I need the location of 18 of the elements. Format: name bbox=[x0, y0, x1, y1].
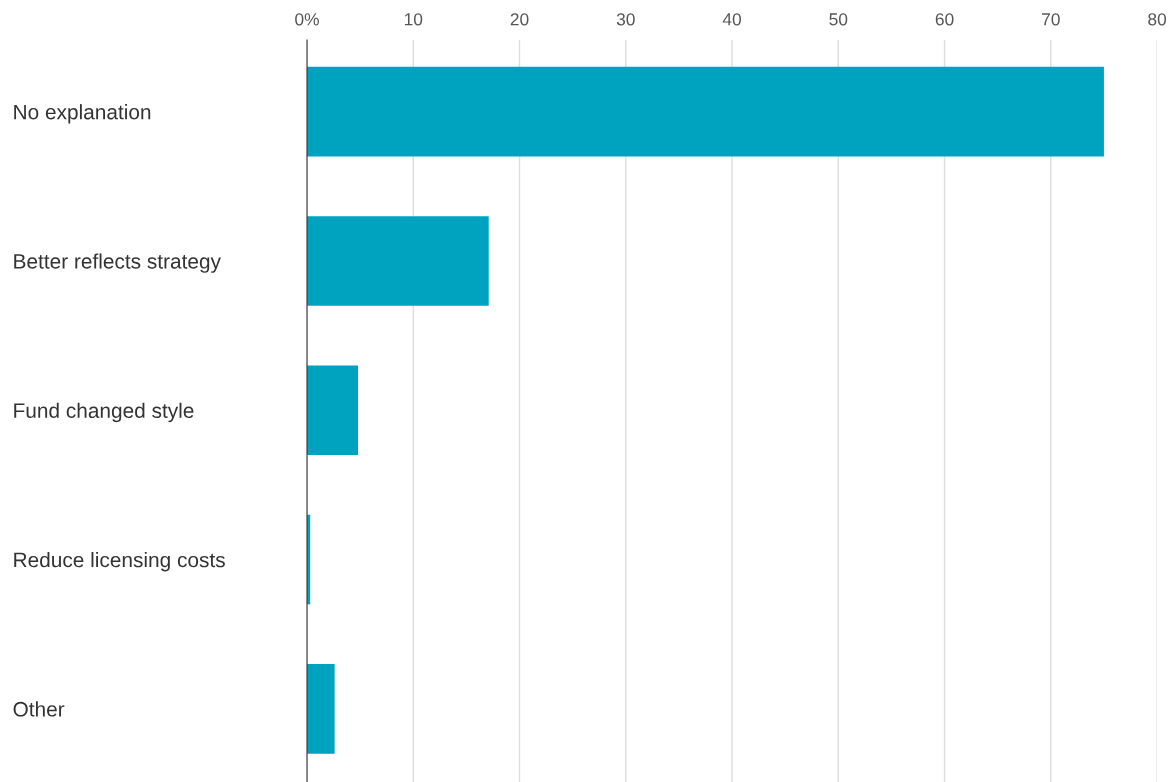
x-tick-label: 60 bbox=[935, 13, 954, 26]
x-tick-label: 80 bbox=[1148, 13, 1167, 26]
x-tick-label: 20 bbox=[510, 13, 529, 26]
bar bbox=[307, 216, 489, 306]
x-tick-label: 40 bbox=[722, 13, 742, 26]
x-tick-label: 50 bbox=[829, 13, 848, 26]
y-tick-label: Better reflects strategy bbox=[14, 253, 221, 273]
x-tick-label: 70 bbox=[1042, 13, 1060, 26]
bar bbox=[307, 365, 358, 456]
bar bbox=[307, 66, 1104, 157]
x-tick-label: 10 bbox=[404, 13, 423, 26]
x-tick-label: 30 bbox=[616, 13, 635, 26]
y-tick-label: No explanation bbox=[14, 104, 151, 124]
y-tick-label: Other bbox=[13, 701, 65, 717]
y-tick-label: Fund changed style bbox=[14, 402, 194, 423]
y-tick-label: Reduce licensing costs bbox=[14, 552, 225, 572]
bar bbox=[307, 664, 335, 754]
x-tick-label: 0% bbox=[295, 13, 319, 26]
